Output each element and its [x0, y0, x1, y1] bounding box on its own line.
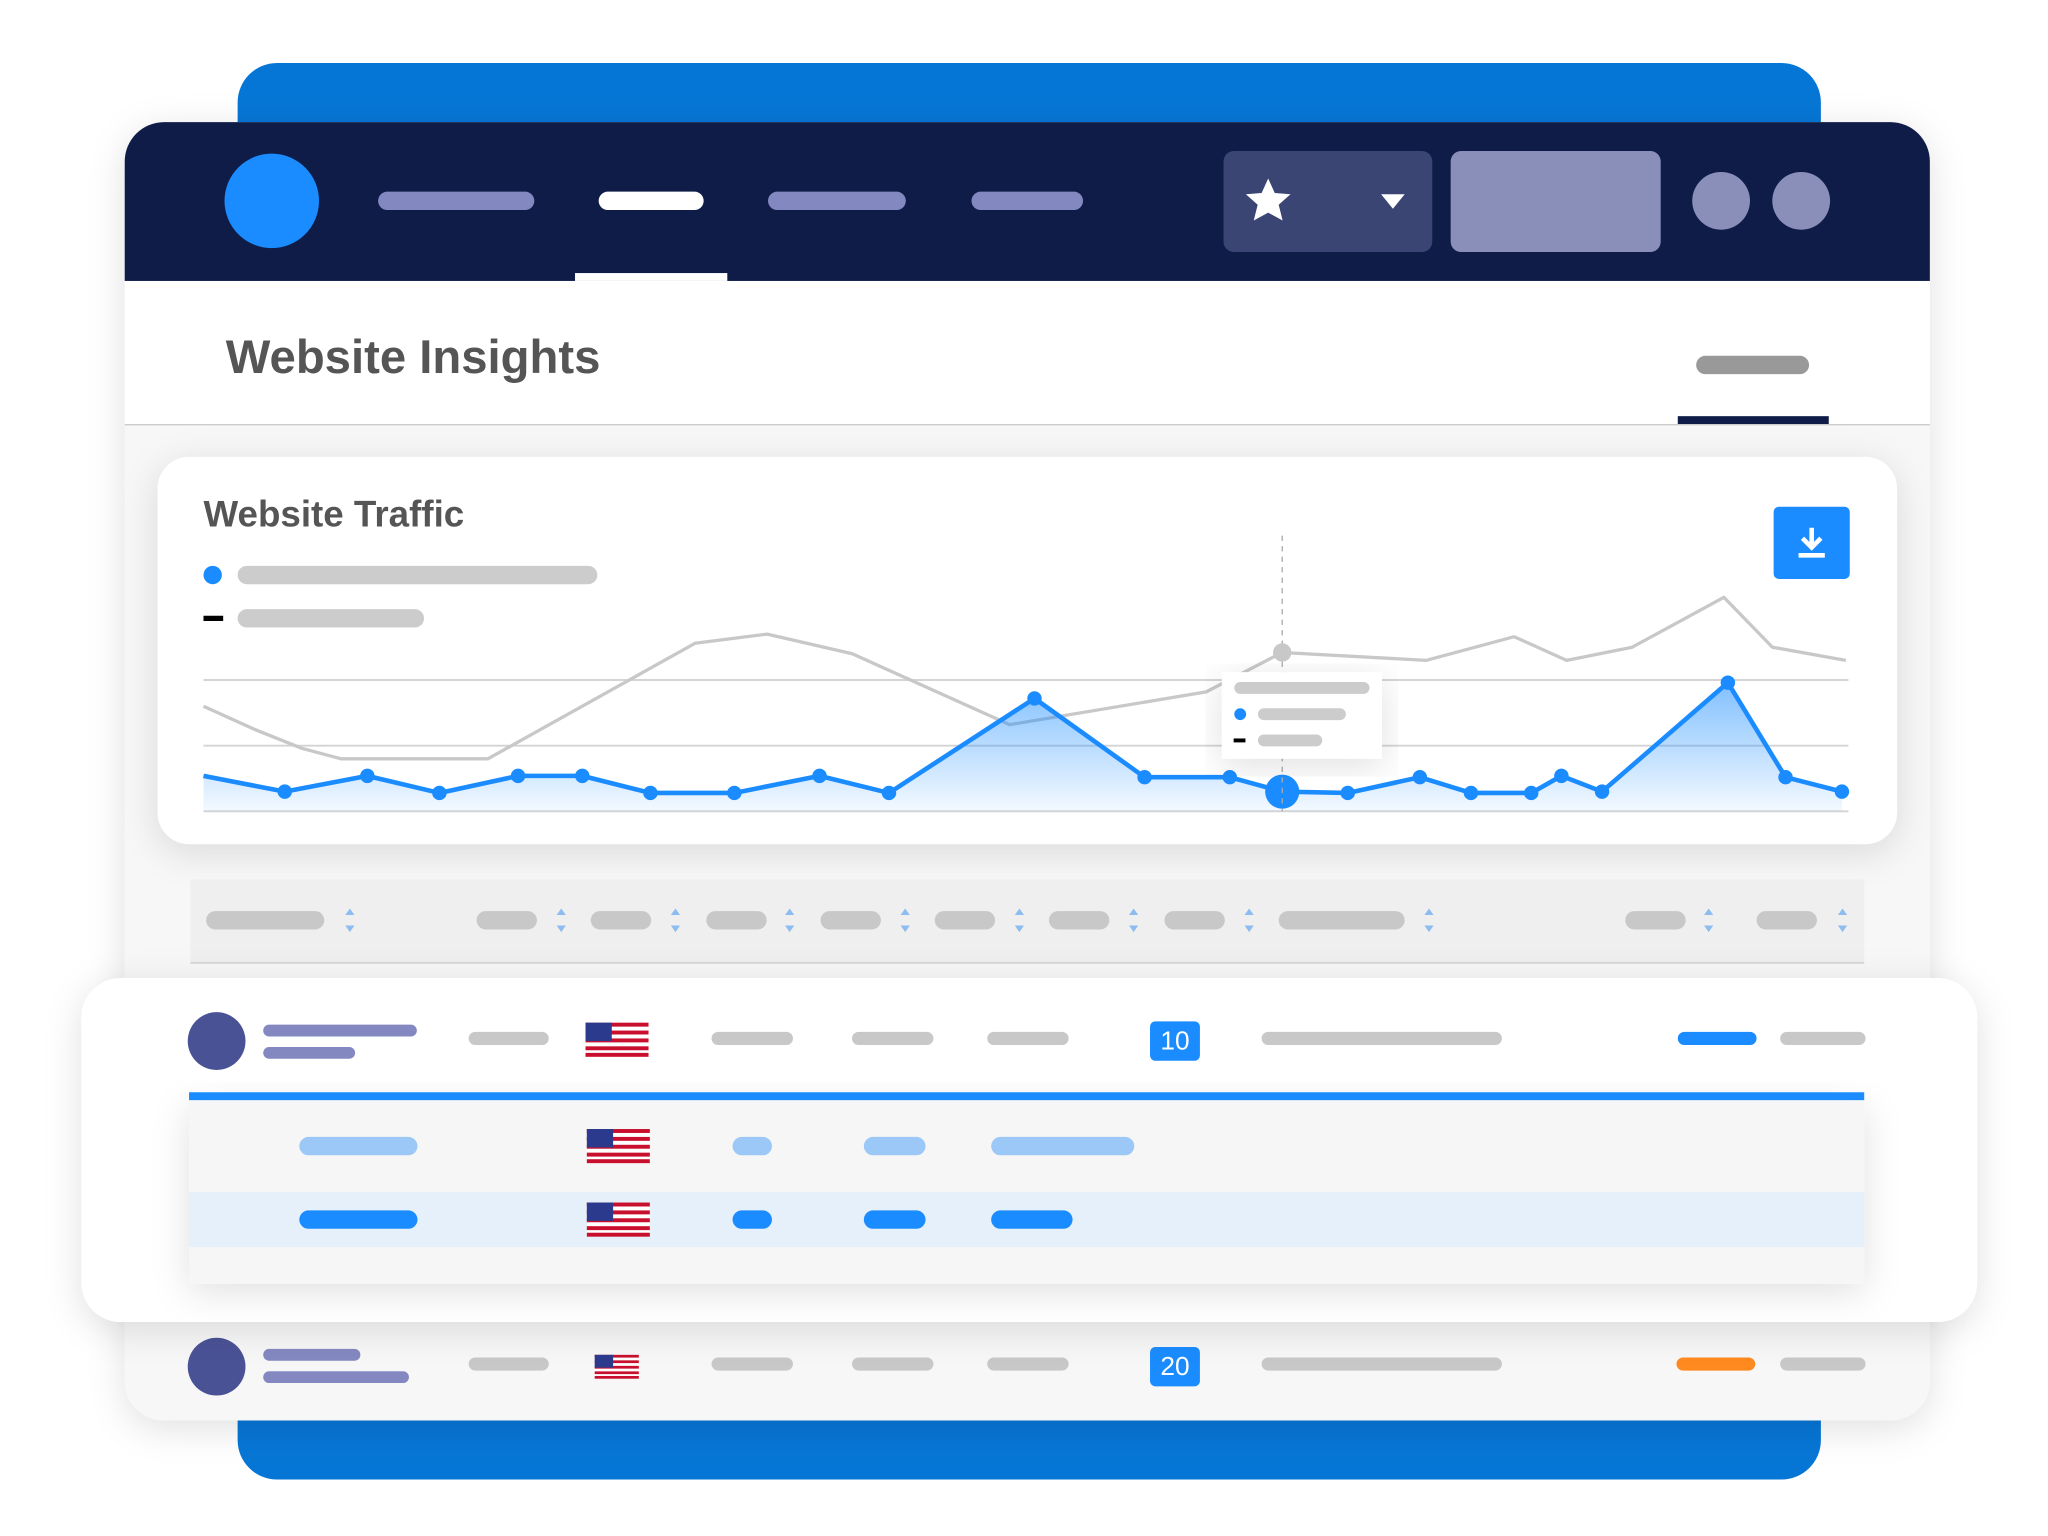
star-icon: [1245, 178, 1291, 221]
point: [1720, 675, 1736, 690]
tooltip-marker: [1234, 708, 1247, 721]
favorites-dropdown[interactable]: [1223, 150, 1433, 253]
point: [727, 785, 742, 801]
point: [1554, 768, 1569, 784]
sort-icons: [345, 908, 1848, 933]
legend-marker: [203, 565, 222, 585]
area: [203, 682, 1842, 812]
icon-button[interactable]: [1692, 171, 1750, 230]
point: [432, 785, 447, 801]
page-header: [124, 280, 1930, 425]
line: [202, 595, 1847, 761]
tab-underline: [1677, 416, 1829, 425]
point: [1594, 784, 1610, 799]
point: [1463, 785, 1479, 801]
point: [1137, 769, 1152, 785]
point: [1412, 769, 1428, 785]
badge: [1150, 1021, 1200, 1061]
avatar: [187, 1337, 246, 1396]
expand-border: [189, 1092, 1865, 1101]
point: [1834, 784, 1850, 799]
expanded-row[interactable]: 10: [81, 978, 1978, 1323]
point: [575, 768, 590, 784]
point: [1778, 769, 1793, 785]
point: [277, 784, 292, 799]
table-header: [190, 879, 1865, 963]
nav-underline: [575, 273, 728, 281]
card: [157, 456, 1898, 845]
point: [1222, 769, 1238, 785]
table-row[interactable]: 20: [187, 1337, 1866, 1396]
caret-icon: [1381, 194, 1405, 209]
action-button[interactable]: [1450, 150, 1661, 253]
avatar: [187, 1012, 246, 1070]
point: [881, 785, 897, 801]
chart-card: Website Traffic: [157, 456, 1898, 845]
badge-text: 20: [1160, 1351, 1189, 1381]
point: [360, 768, 375, 784]
icon-button[interactable]: [1772, 171, 1831, 230]
chart-title: Website Traffic: [203, 493, 464, 534]
point: [1027, 691, 1042, 706]
point: [510, 768, 526, 784]
table: 20 10: [81, 879, 1978, 1396]
badge: [1150, 1346, 1200, 1387]
hover-point: [1273, 643, 1292, 662]
logo[interactable]: [224, 153, 320, 249]
badge-text: 10: [1160, 1025, 1189, 1055]
download-icon: [1798, 527, 1825, 558]
page-title: Website Insights: [226, 331, 601, 384]
point: [643, 785, 658, 801]
point: [812, 768, 827, 784]
point: [1524, 785, 1539, 801]
point: [1340, 785, 1355, 801]
